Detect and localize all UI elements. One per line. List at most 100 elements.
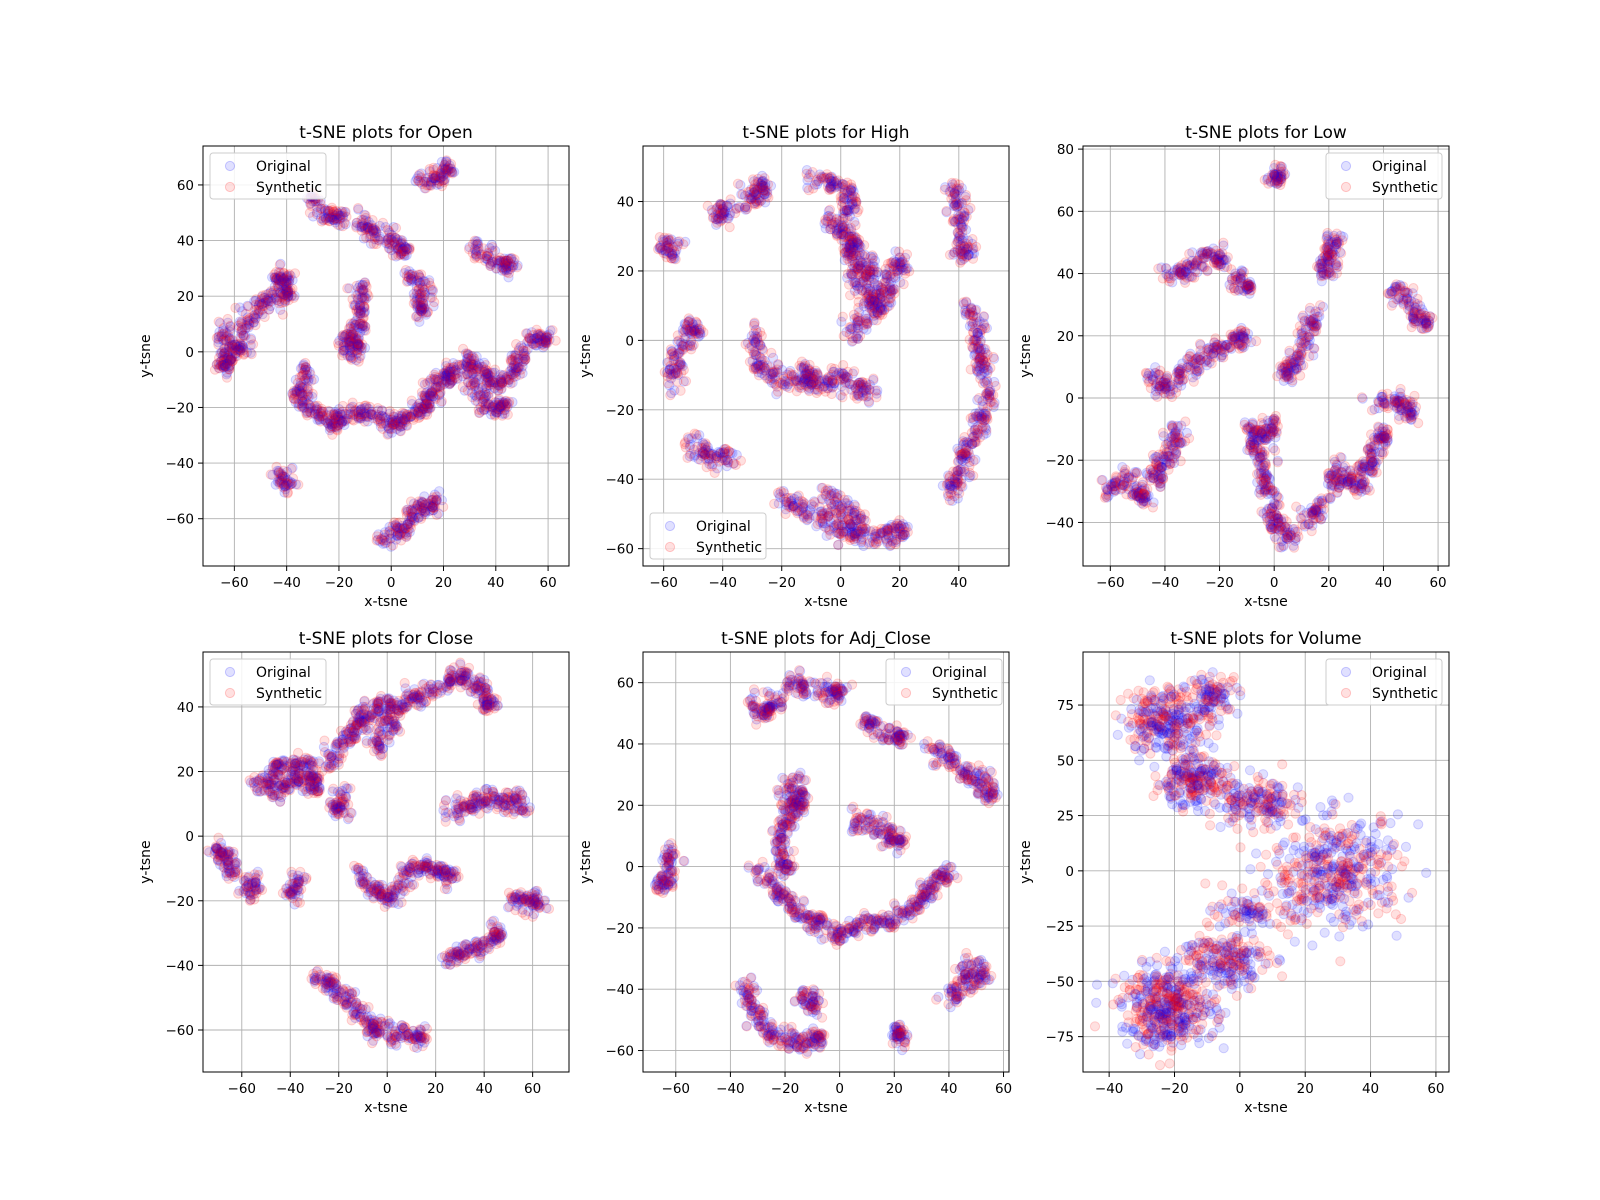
- point-original: [421, 392, 432, 403]
- point-original: [388, 419, 399, 430]
- point-synthetic: [448, 362, 459, 373]
- point-synthetic: [838, 243, 849, 254]
- point-synthetic: [444, 364, 455, 375]
- x-tick-label: −20: [325, 575, 354, 591]
- point-synthetic: [262, 294, 273, 305]
- point-synthetic: [349, 409, 360, 420]
- point-original: [217, 360, 228, 371]
- point-synthetic: [329, 413, 340, 424]
- point-synthetic: [1218, 237, 1229, 248]
- point-synthetic: [420, 278, 431, 289]
- point-original: [304, 366, 315, 377]
- point-synthetic: [283, 295, 294, 306]
- point-original: [421, 394, 432, 405]
- point-original: [447, 366, 459, 377]
- legend-label-original: Original: [256, 159, 311, 175]
- point-original: [227, 339, 238, 350]
- point-synthetic: [390, 415, 401, 426]
- point-original: [409, 405, 420, 416]
- y-tick-label: −60: [166, 512, 195, 528]
- point-synthetic: [678, 344, 689, 355]
- point-synthetic: [779, 488, 790, 499]
- point-original: [312, 403, 323, 414]
- point-original: [213, 362, 224, 374]
- point-synthetic: [387, 420, 398, 431]
- point-original: [224, 360, 235, 371]
- point-synthetic: [375, 534, 387, 545]
- point-synthetic: [219, 353, 230, 364]
- point-synthetic: [275, 287, 286, 299]
- point-synthetic: [443, 363, 454, 374]
- point-original: [424, 388, 435, 399]
- point-original: [283, 287, 294, 298]
- point-synthetic: [274, 259, 285, 271]
- point-original: [244, 315, 255, 326]
- point-synthetic: [419, 400, 430, 411]
- point-synthetic: [236, 316, 248, 327]
- point-original: [270, 274, 281, 285]
- point-synthetic: [396, 411, 407, 422]
- point-synthetic: [217, 361, 228, 372]
- point-original: [328, 418, 340, 429]
- point-synthetic: [315, 416, 326, 427]
- point-original: [278, 273, 290, 284]
- point-original: [298, 401, 310, 413]
- point-synthetic: [290, 389, 301, 400]
- point-synthetic: [430, 384, 441, 395]
- point-synthetic: [985, 362, 996, 374]
- x-tick-label: −60: [220, 575, 249, 591]
- point-original: [256, 299, 267, 310]
- point-synthetic: [227, 339, 238, 350]
- point-original: [218, 359, 229, 371]
- point-original: [361, 411, 372, 422]
- point-synthetic: [220, 334, 231, 345]
- point-original: [425, 390, 436, 401]
- point-original: [218, 335, 229, 346]
- point-original: [430, 367, 442, 378]
- point-synthetic: [220, 359, 231, 370]
- point-original: [277, 276, 288, 287]
- y-tick-label: 60: [177, 178, 194, 194]
- point-synthetic: [283, 285, 294, 296]
- point-synthetic: [724, 222, 735, 233]
- point-synthetic: [302, 410, 313, 421]
- point-synthetic: [325, 416, 336, 428]
- point-synthetic: [297, 402, 308, 413]
- point-synthetic: [238, 349, 249, 360]
- point-synthetic: [419, 390, 430, 401]
- point-original: [261, 294, 272, 306]
- point-original: [433, 374, 444, 385]
- point-original: [297, 391, 308, 403]
- point-original: [441, 370, 452, 381]
- point-synthetic: [220, 352, 231, 363]
- point-synthetic: [241, 315, 252, 326]
- point-synthetic: [400, 416, 411, 428]
- point-original: [221, 369, 232, 380]
- point-original: [301, 362, 312, 373]
- point-synthetic: [854, 234, 865, 245]
- point-original: [425, 377, 436, 388]
- point-synthetic: [289, 385, 300, 396]
- point-synthetic: [419, 392, 430, 403]
- point-synthetic: [406, 410, 417, 421]
- point-original: [325, 415, 336, 426]
- point-synthetic: [231, 339, 242, 351]
- point-synthetic: [270, 272, 281, 283]
- point-synthetic: [732, 178, 744, 189]
- point-synthetic: [274, 277, 285, 288]
- point-synthetic: [386, 414, 397, 425]
- point-original: [394, 410, 405, 422]
- point-original: [298, 367, 309, 378]
- point-synthetic: [427, 385, 438, 396]
- point-synthetic: [226, 343, 237, 354]
- point-synthetic: [232, 338, 243, 350]
- point-original: [355, 405, 366, 416]
- point-synthetic: [211, 332, 222, 344]
- point-synthetic: [444, 375, 455, 386]
- point-synthetic: [405, 519, 416, 530]
- point-original: [376, 405, 387, 416]
- point-original: [428, 391, 439, 402]
- point-synthetic: [851, 389, 862, 400]
- y-tick-label: 20: [177, 289, 194, 305]
